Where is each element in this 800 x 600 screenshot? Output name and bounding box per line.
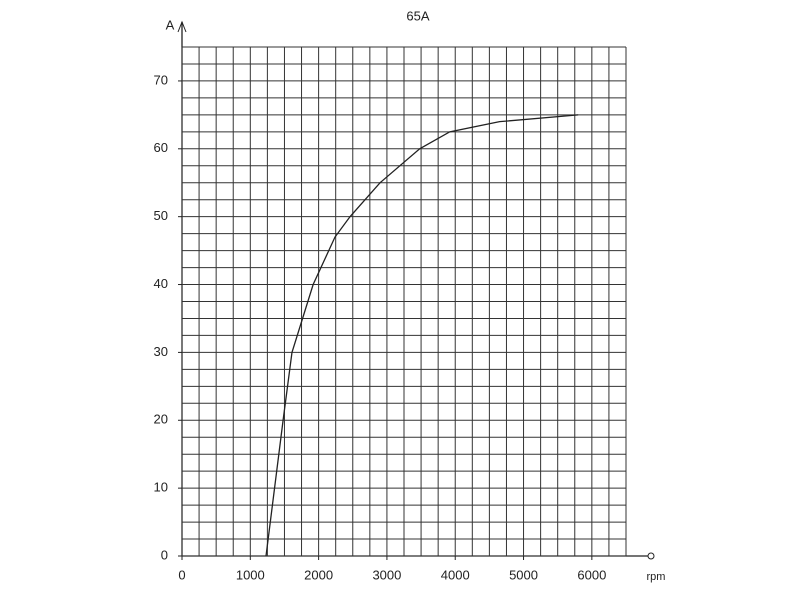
x-tick-label: 4000 <box>441 567 470 582</box>
x-tick-label: 3000 <box>372 567 401 582</box>
y-tick-label: 10 <box>154 480 168 495</box>
x-tick-label: 0 <box>178 567 185 582</box>
y-tick-label: 40 <box>154 276 168 291</box>
x-tick-label: 1000 <box>236 567 265 582</box>
y-tick-label: 60 <box>154 140 168 155</box>
y-tick-label: 50 <box>154 208 168 223</box>
y-axis-arrow <box>177 20 187 33</box>
x-tick-label: 6000 <box>577 567 606 582</box>
x-axis-end <box>647 552 655 560</box>
chart-title: 65A <box>406 8 429 23</box>
y-tick-label: 30 <box>154 344 168 359</box>
x-tick-label: 2000 <box>304 567 333 582</box>
y-tick-label: 70 <box>154 72 168 87</box>
y-axis-label: A <box>166 17 175 32</box>
x-tick-label: 5000 <box>509 567 538 582</box>
x-axis-label: rpm <box>647 571 666 583</box>
y-tick-label: 0 <box>161 547 168 562</box>
y-tick-label: 20 <box>154 412 168 427</box>
line <box>265 114 579 557</box>
